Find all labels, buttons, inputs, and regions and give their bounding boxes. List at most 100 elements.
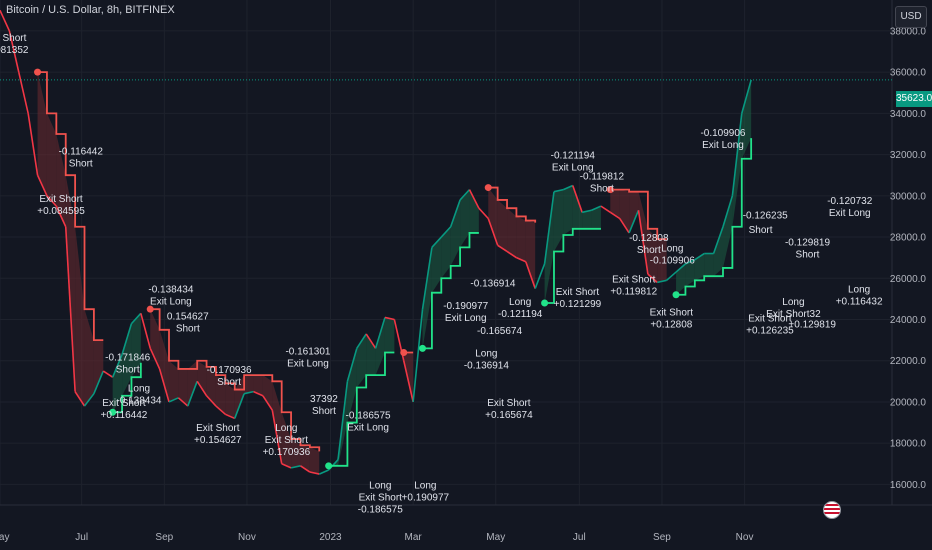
signal-label-line: -0.109906: [700, 128, 745, 139]
price-segment: [647, 273, 658, 283]
short-start-dot: [484, 184, 492, 192]
price-segment: [46, 195, 57, 207]
signal-label-line: Exit Long: [702, 140, 744, 151]
band-fill: [122, 323, 132, 396]
band-fill: [131, 313, 141, 378]
price-segment: [55, 205, 67, 228]
signal-label: Exit Short+0.081352: [0, 33, 29, 56]
price-segment: [468, 189, 480, 209]
signal-label: Long +0.190977: [402, 481, 450, 504]
band-fill: [469, 189, 479, 233]
price-segment: [591, 205, 602, 211]
signal-label-line: Exit Long: [347, 422, 389, 433]
price-segment: [253, 390, 264, 397]
y-tick-label: 30000.0: [890, 191, 927, 202]
signal-label-line: +0.165674: [485, 410, 533, 421]
band-fill: [713, 226, 723, 277]
signal-label-line: Exit Short: [612, 274, 656, 285]
price-segment: [553, 188, 564, 193]
price-segment: [440, 226, 452, 238]
price-segment: [412, 309, 424, 403]
long-start-dot: [541, 299, 549, 307]
price-segment: [497, 244, 508, 253]
price-segment: [365, 333, 377, 349]
band-fill: [422, 247, 432, 349]
price-segment: [121, 323, 133, 355]
signal-label-line: Exit Long: [287, 359, 329, 370]
x-tick-label: 2023: [319, 532, 342, 543]
signal-label-line: Exit Short: [487, 398, 531, 409]
signal-label: -0.161301 Exit Long: [285, 347, 330, 370]
y-tick-label: 16000.0: [890, 480, 927, 491]
signal-label: -0.12808 Short: [629, 233, 669, 256]
band-fill: [441, 226, 451, 279]
band-fill: [431, 237, 442, 293]
signal-label-line: Exit Short: [265, 435, 309, 446]
band-fill: [366, 333, 376, 376]
signal-label-line: -0.109906: [650, 255, 695, 266]
last-price-label: 35623.0: [896, 91, 932, 107]
band-fill: [169, 360, 179, 402]
short-trail-line: [37, 71, 667, 452]
price-segment: [233, 393, 245, 419]
y-tick-label: 36000.0: [890, 68, 927, 79]
price-segment: [243, 390, 254, 395]
currency-button[interactable]: USD: [895, 6, 927, 28]
signal-label-line: +0.121299: [554, 299, 602, 310]
signal-label-line: Short: [217, 377, 241, 388]
band-fill: [197, 360, 207, 396]
signal-label-line: Exit Short: [748, 314, 792, 325]
signal-label: 37392 Short: [310, 394, 338, 417]
price-segment: [619, 218, 630, 234]
signal-label-line: -0.186575: [346, 410, 391, 421]
signal-label-line: +0.084595: [37, 206, 85, 217]
price-segment: [563, 184, 574, 191]
price-segment: [600, 205, 611, 213]
y-tick-label: 32000.0: [890, 150, 927, 161]
signal-label-line: Long: [128, 384, 150, 395]
band-fill: [694, 253, 705, 281]
band-fill: [75, 226, 85, 407]
price-segment: [628, 209, 640, 234]
signal-label: 0.154627 Short: [167, 311, 209, 334]
price-segment: [196, 380, 208, 397]
short-start-dot: [34, 68, 42, 76]
y-tick-label: 38000.0: [890, 26, 927, 37]
price-segment: [300, 465, 311, 473]
signal-label-line: -0.171846: [105, 353, 150, 364]
band-fill: [488, 187, 498, 246]
signal-label-line: -0.126235: [743, 210, 788, 221]
signal-label-line: -0.161301: [285, 347, 330, 358]
band-fill: [225, 383, 235, 419]
us-flag-icon[interactable]: [823, 501, 841, 519]
signal-label-line: Long: [509, 297, 531, 308]
band-fill: [272, 381, 282, 464]
price-segment: [17, 71, 29, 114]
signal-label: +0.129819: [788, 320, 836, 331]
x-tick-label: Jul: [75, 532, 88, 543]
band-fill: [262, 375, 273, 411]
band-fill: [497, 199, 508, 252]
signal-label-line: -0.186575: [358, 505, 403, 516]
signal-label: Exit Short +0.12808: [650, 307, 694, 330]
x-tick-label: Sep: [155, 532, 173, 543]
band-fill: [676, 263, 686, 295]
price-segment: [290, 465, 301, 469]
signal-label-line: Short: [637, 245, 661, 256]
signal-label: -0.126235: [743, 210, 788, 221]
price-segment: [262, 395, 273, 411]
signal-label: Exit Short +0.121299: [554, 287, 602, 310]
signal-label-line: Exit Short: [556, 287, 600, 298]
band-fill: [525, 220, 536, 289]
signal-label: Long Exit Short +0.170936: [263, 423, 311, 458]
y-tick-label: 22000.0: [890, 356, 927, 367]
signal-label: Long -0.121194: [498, 297, 543, 320]
band-fill: [722, 195, 733, 268]
signal-label-line: Long: [661, 243, 683, 254]
price-segment: [225, 413, 236, 420]
band-fill: [347, 348, 357, 423]
signal-label-line: Long: [414, 481, 436, 492]
